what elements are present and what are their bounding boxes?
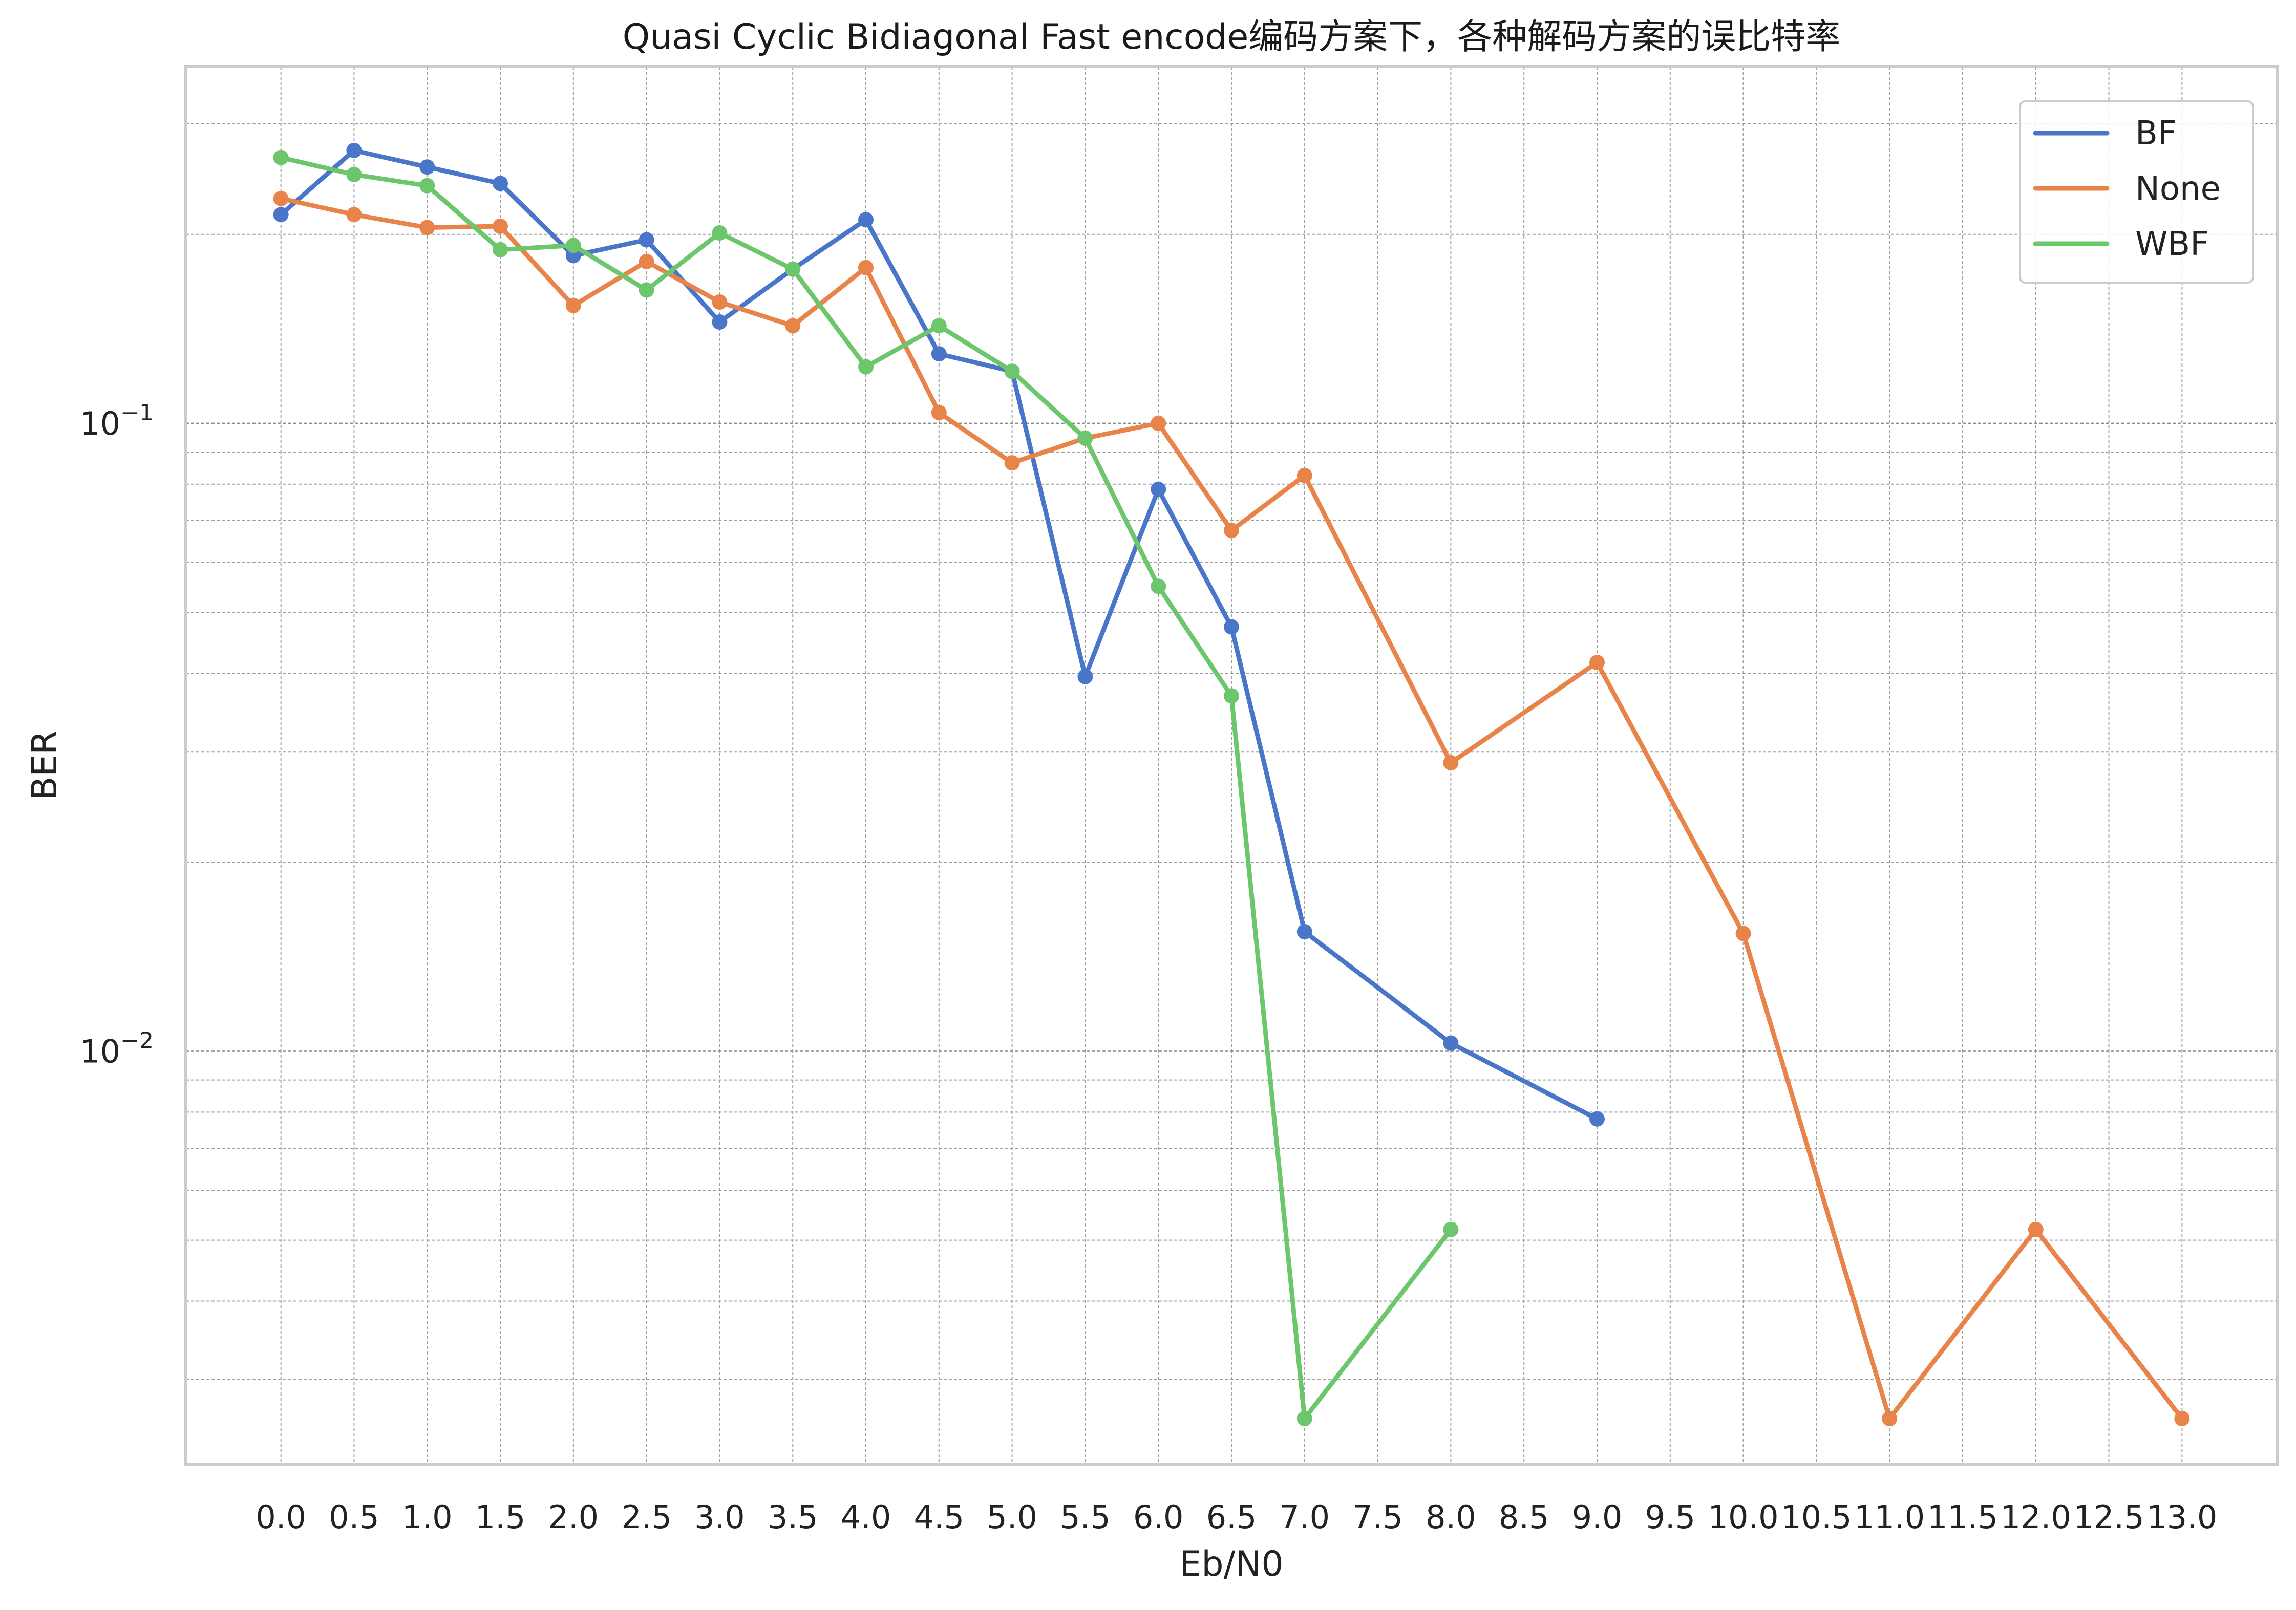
series-line-wbf	[279, 155, 1453, 1421]
data-point-none	[639, 253, 654, 269]
data-point-wbf	[1004, 363, 1020, 379]
data-point-none	[1882, 1411, 1898, 1427]
legend: BF None WBF	[2019, 100, 2254, 284]
data-point-none	[931, 405, 947, 421]
data-point-bf	[1151, 481, 1166, 497]
x-tick-label: 6.5	[1206, 1498, 1257, 1536]
x-tick-label: 7.5	[1352, 1498, 1403, 1536]
data-point-bf	[273, 207, 289, 223]
x-tick-label: 7.0	[1279, 1498, 1330, 1536]
x-tick-label: 2.0	[548, 1498, 599, 1536]
x-tick-label: 3.0	[694, 1498, 745, 1536]
data-point-none	[419, 220, 435, 235]
legend-box	[2019, 100, 2254, 284]
data-point-none	[493, 218, 508, 234]
legend-label-none: None	[2135, 170, 2221, 208]
x-tick-label: 13.0	[2146, 1498, 2217, 1536]
data-point-none	[1735, 926, 1751, 941]
data-point-none	[858, 260, 874, 275]
x-tick-label: 1.5	[475, 1498, 526, 1536]
data-point-none	[785, 318, 801, 334]
x-tick-label: 9.0	[1572, 1498, 1623, 1536]
x-tick-label: 10.0	[1708, 1498, 1779, 1536]
data-point-none	[346, 207, 362, 223]
x-tick-label: 5.5	[1060, 1498, 1111, 1536]
data-point-wbf	[785, 261, 801, 277]
x-tick-label: 12.5	[2074, 1498, 2144, 1536]
x-tick-label: 0.5	[329, 1498, 379, 1536]
x-tick-label: 12.0	[2001, 1498, 2071, 1536]
data-point-bf	[1443, 1035, 1459, 1051]
x-tick-label: 9.5	[1645, 1498, 1695, 1536]
data-point-none	[1151, 415, 1166, 431]
data-point-none	[565, 297, 581, 313]
chart-title: Quasi Cyclic Bidiagonal Fast encode编码方案下…	[623, 17, 1841, 57]
x-tick-label: 8.5	[1499, 1498, 1549, 1536]
data-point-bf	[1296, 924, 1312, 940]
data-point-wbf	[346, 166, 362, 182]
data-point-none	[1296, 467, 1312, 483]
legend-label-wbf: WBF	[2135, 225, 2209, 263]
data-point-none	[1004, 455, 1020, 471]
data-point-wbf	[493, 242, 508, 257]
y-tick-label: 10−1	[80, 400, 154, 442]
x-tick-label: 6.0	[1133, 1498, 1184, 1536]
series-layer	[273, 142, 2190, 1427]
data-point-none	[2174, 1411, 2190, 1427]
x-tick-label: 11.0	[1854, 1498, 1925, 1536]
y-axis-tick-labels: 10−1 10−2	[80, 400, 154, 1070]
legend-label-bf: BF	[2135, 115, 2177, 153]
data-point-bf	[1224, 619, 1239, 635]
plot-area-frame	[184, 65, 2279, 1466]
data-point-wbf	[1151, 578, 1166, 594]
data-point-wbf	[639, 282, 654, 298]
x-tick-label: 8.0	[1426, 1498, 1476, 1536]
data-point-none	[712, 294, 728, 310]
x-tick-label: 0.0	[256, 1498, 306, 1536]
data-point-wbf	[1077, 430, 1093, 446]
data-point-bf	[419, 159, 435, 175]
data-point-wbf	[858, 359, 874, 375]
data-point-none	[1589, 655, 1605, 671]
y-tick-label: 10−2	[80, 1027, 154, 1070]
data-point-none	[1443, 755, 1459, 770]
data-point-wbf	[273, 149, 289, 165]
x-tick-label: 10.5	[1781, 1498, 1852, 1536]
data-point-none	[273, 190, 289, 206]
data-point-wbf	[1296, 1411, 1312, 1427]
major-gridlines	[186, 422, 2277, 1052]
data-point-wbf	[1224, 688, 1239, 704]
data-point-bf	[931, 346, 947, 362]
x-tick-label: 2.5	[621, 1498, 672, 1536]
y-axis-label: BER	[25, 731, 65, 801]
data-point-wbf	[1443, 1221, 1459, 1237]
data-point-none	[2028, 1221, 2044, 1237]
data-point-bf	[493, 176, 508, 191]
data-point-wbf	[565, 238, 581, 253]
data-point-bf	[1077, 669, 1093, 684]
x-tick-label: 5.0	[987, 1498, 1037, 1536]
x-tick-label: 1.0	[402, 1498, 453, 1536]
data-point-none	[1224, 523, 1239, 539]
data-point-wbf	[931, 318, 947, 334]
data-point-bf	[639, 232, 654, 248]
data-point-bf	[858, 212, 874, 228]
data-point-bf	[1589, 1111, 1605, 1127]
x-tick-label: 4.0	[841, 1498, 891, 1536]
data-point-bf	[712, 314, 728, 330]
data-point-wbf	[419, 178, 435, 194]
x-axis-tick-labels: 0.0 0.5 1.0 1.5 2.0 2.5 3.0 3.5 4.0 4.5 5.0 5.5 6.0 6…	[256, 1498, 2217, 1536]
data-point-bf	[346, 142, 362, 158]
x-tick-label: 4.5	[914, 1498, 965, 1536]
minor-gridlines	[186, 67, 2277, 1464]
x-axis-label: Eb/N0	[1179, 1544, 1283, 1584]
x-tick-label: 3.5	[768, 1498, 818, 1536]
x-tick-label: 11.5	[1927, 1498, 1998, 1536]
data-point-wbf	[712, 225, 728, 241]
